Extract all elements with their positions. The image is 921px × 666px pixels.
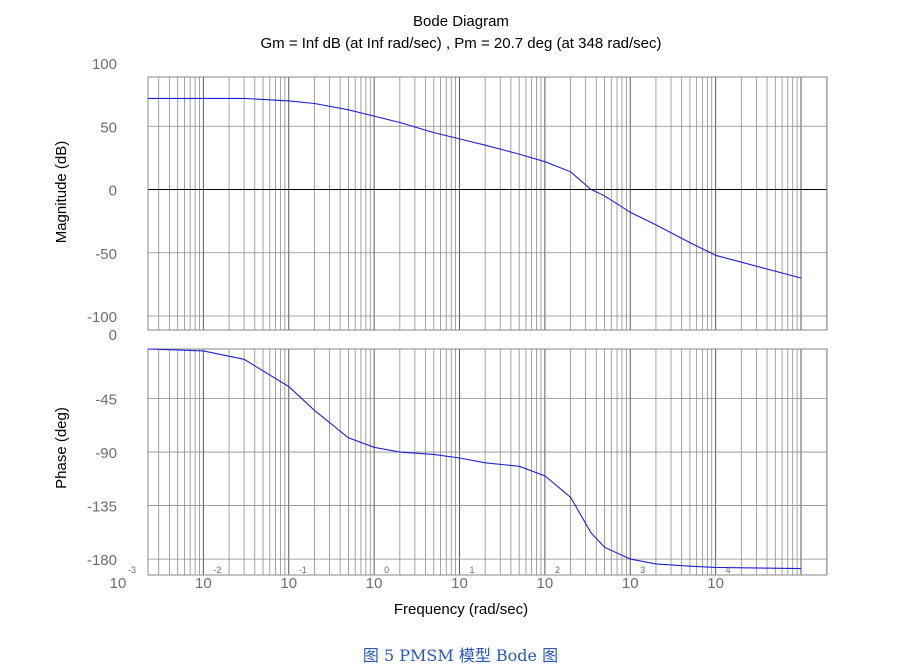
magnitude-curve (148, 97, 802, 279)
frequency-tick-exponent: -2 (213, 565, 221, 575)
frequency-tick-base: 10 (280, 575, 297, 592)
figure-caption: 图 5 PMSM 模型 Bode 图 (362, 646, 559, 665)
phase-tick-label: 0 (109, 327, 117, 344)
phase-tick-label: -90 (95, 445, 117, 462)
frequency-tick-base: 10 (366, 575, 383, 592)
magnitude-plot-frame (147, 76, 828, 331)
magnitude-tick-label: 50 (100, 119, 117, 136)
frequency-tick-exponent: 0 (384, 565, 389, 575)
frequency-tick-base: 10 (451, 575, 468, 592)
phase-y-ticks: 0 -45 -90 -135 -180 (87, 327, 117, 569)
chart-title: Bode Diagram (413, 13, 509, 30)
magnitude-tick-label: 100 (92, 56, 117, 73)
phase-tick-label: -45 (95, 392, 117, 409)
frequency-tick-exponent: 3 (640, 565, 645, 575)
frequency-tick-base: 10 (622, 575, 639, 592)
frequency-tick-exponent: 1 (470, 565, 475, 575)
frequency-tick-exponent: -1 (299, 565, 307, 575)
phase-grid (148, 349, 828, 575)
phase-axis-label: Phase (deg) (53, 407, 70, 489)
phase-curve (147, 348, 802, 570)
chart-subtitle: Gm = Inf dB (at Inf rad/sec) , Pm = 20.7… (260, 35, 661, 52)
frequency-tick-exponent: 4 (726, 565, 731, 575)
magnitude-grid (148, 77, 828, 330)
magnitude-tick-label: -100 (87, 309, 117, 326)
frequency-tick-base: 10 (537, 575, 554, 592)
magnitude-tick-label: -50 (95, 246, 117, 263)
phase-tick-label: -135 (87, 499, 117, 516)
frequency-tick-base: 10 (707, 575, 724, 592)
phase-plot-frame (147, 348, 828, 576)
phase-tick-label: -180 (87, 552, 117, 569)
frequency-tick-base: 10 (195, 575, 212, 592)
frequency-tick-exponent: -3 (128, 565, 136, 575)
magnitude-axis-label: Magnitude (dB) (53, 141, 70, 244)
magnitude-y-ticks: 100 50 0 -50 -100 (87, 56, 117, 326)
frequency-tick-exponent: 2 (555, 565, 560, 575)
frequency-axis-label: Frequency (rad/sec) (394, 601, 528, 618)
frequency-tick-base: 10 (110, 575, 127, 592)
magnitude-tick-label: 0 (109, 183, 117, 200)
